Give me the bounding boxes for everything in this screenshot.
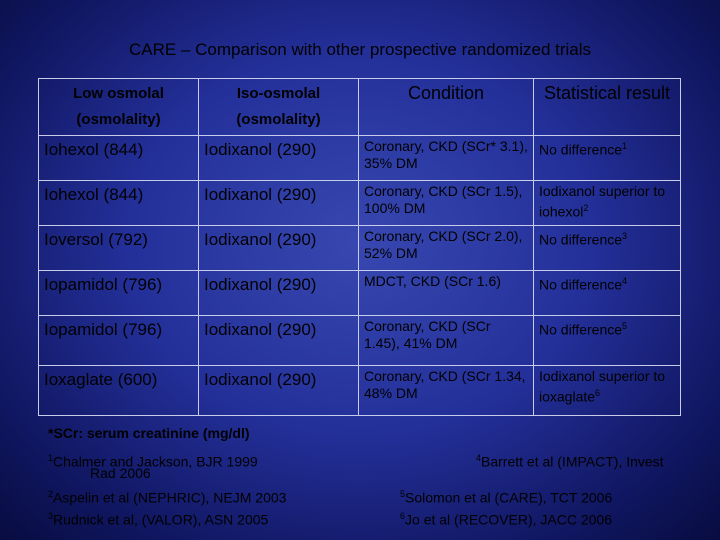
cell-superscript: 3	[622, 231, 628, 241]
table-cell: Coronary, CKD (SCr 1.45), 41% DM	[358, 315, 534, 366]
cell-superscript: 6	[595, 388, 601, 398]
cell-superscript: 1	[622, 141, 628, 151]
table-cell: Iodixanol (290)	[198, 270, 359, 316]
reference: 1Chalmer and Jackson, BJR 1999	[48, 450, 258, 470]
cell-text: No difference	[539, 321, 623, 338]
header-cell: Condition	[358, 78, 534, 136]
reference: 6Jo et al (RECOVER), JACC 2006	[400, 508, 612, 528]
header-cell: Low osmolal (osmolality)	[38, 78, 199, 136]
table-cell: Iohexol (844)	[38, 180, 199, 226]
reference: 2Aspelin et al (NEPHRIC), NEJM 2003	[48, 486, 286, 506]
table-cell: Coronary, CKD (SCr 2.0), 52% DM	[358, 225, 534, 271]
table-cell: Iopamidol (796)	[38, 315, 199, 366]
table-cell: Coronary, CKD (SCr 1.5), 100% DM	[358, 180, 534, 226]
table-cell: Iodixanol superior to iohexol2	[533, 180, 681, 226]
table-row: Iohexol (844) Iodixanol (290) Coronary, CK…	[38, 135, 681, 181]
header-row: Low osmolal (osmolality) Iso-osmolal (osm…	[38, 78, 681, 136]
reference-text: Chalmer and Jackson, BJR 1999	[53, 453, 258, 470]
table-cell: Iohexol (844)	[38, 135, 199, 181]
reference-continuation: Rad 2006	[90, 465, 151, 481]
table-cell: No difference4	[533, 270, 681, 316]
reference-text: Rudnick et al, (VALOR), ASN 2005	[53, 511, 269, 528]
table-cell: Iodixanol (290)	[198, 135, 359, 181]
reference-number: 4	[476, 453, 482, 463]
cell-superscript: 5	[622, 321, 628, 331]
header-cell: Statistical result	[533, 78, 681, 136]
table-cell: No difference1	[533, 135, 681, 181]
cell-text: Iodixanol superior to iohexol	[539, 183, 666, 220]
cell-text: No difference	[539, 276, 623, 293]
table-body: Iohexol (844) Iodixanol (290) Coronary, CK…	[38, 135, 681, 416]
table-cell: MDCT, CKD (SCr 1.6)	[358, 270, 534, 316]
reference: 5Solomon et al (CARE), TCT 2006	[400, 486, 612, 506]
table-row: Ioversol (792) Iodixanol (290) Coronary, C…	[38, 225, 681, 271]
table-row: Iopamidol (796) Iodixanol (290) MDCT, CKD …	[38, 270, 681, 316]
reference-text: Aspelin et al (NEPHRIC), NEJM 2003	[53, 489, 287, 506]
cell-superscript: 4	[622, 276, 628, 286]
footnote: *SCr: serum creatinine (mg/dl)	[48, 425, 250, 441]
table-cell: Ioxaglate (600)	[38, 365, 199, 416]
reference-text: Solomon et al (CARE), TCT 2006	[405, 489, 613, 506]
reference-number: 3	[48, 511, 54, 521]
table-cell: Iodixanol (290)	[198, 225, 359, 271]
reference-number: 5	[400, 489, 406, 499]
table-cell: Iopamidol (796)	[38, 270, 199, 316]
reference-text: Barrett et al (IMPACT), Invest	[481, 453, 664, 470]
table-cell: No difference5	[533, 315, 681, 366]
reference-number: 6	[400, 511, 406, 521]
slide-title: CARE – Comparison with other prospective…	[128, 40, 592, 59]
table-row: Iohexol (844) Iodixanol (290) Coronary, CK…	[38, 180, 681, 226]
comparison-table: Low osmolal (osmolality) Iso-osmolal (osm…	[38, 78, 681, 416]
reference: 3Rudnick et al, (VALOR), ASN 2005	[48, 508, 268, 528]
table-cell: Iodixanol superior to ioxaglate6	[533, 365, 681, 416]
cell-text: Iodixanol superior to ioxaglate	[539, 368, 666, 405]
cell-superscript: 2	[583, 203, 589, 213]
table-row: Ioxaglate (600) Iodixanol (290) Coronary, …	[38, 365, 681, 416]
reference-text: Jo et al (RECOVER), JACC 2006	[405, 511, 612, 528]
cell-text: No difference	[539, 141, 623, 158]
table-cell: Coronary, CKD (SCr* 3.1), 35% DM	[358, 135, 534, 181]
reference-number: 1	[48, 453, 54, 463]
reference: 4Barrett et al (IMPACT), Invest	[476, 450, 664, 470]
table-cell: No difference3	[533, 225, 681, 271]
table-cell: Ioversol (792)	[38, 225, 199, 271]
table-cell: Coronary, CKD (SCr 1.34, 48% DM	[358, 365, 534, 416]
table-cell: Iodixanol (290)	[198, 180, 359, 226]
cell-text: No difference	[539, 231, 623, 248]
reference-number: 2	[48, 489, 54, 499]
table-row: Iopamidol (796) Iodixanol (290) Coronary, …	[38, 315, 681, 366]
table-cell: Iodixanol (290)	[198, 315, 359, 366]
header-cell: Iso-osmolal (osmolality)	[198, 78, 359, 136]
table-cell: Iodixanol (290)	[198, 365, 359, 416]
